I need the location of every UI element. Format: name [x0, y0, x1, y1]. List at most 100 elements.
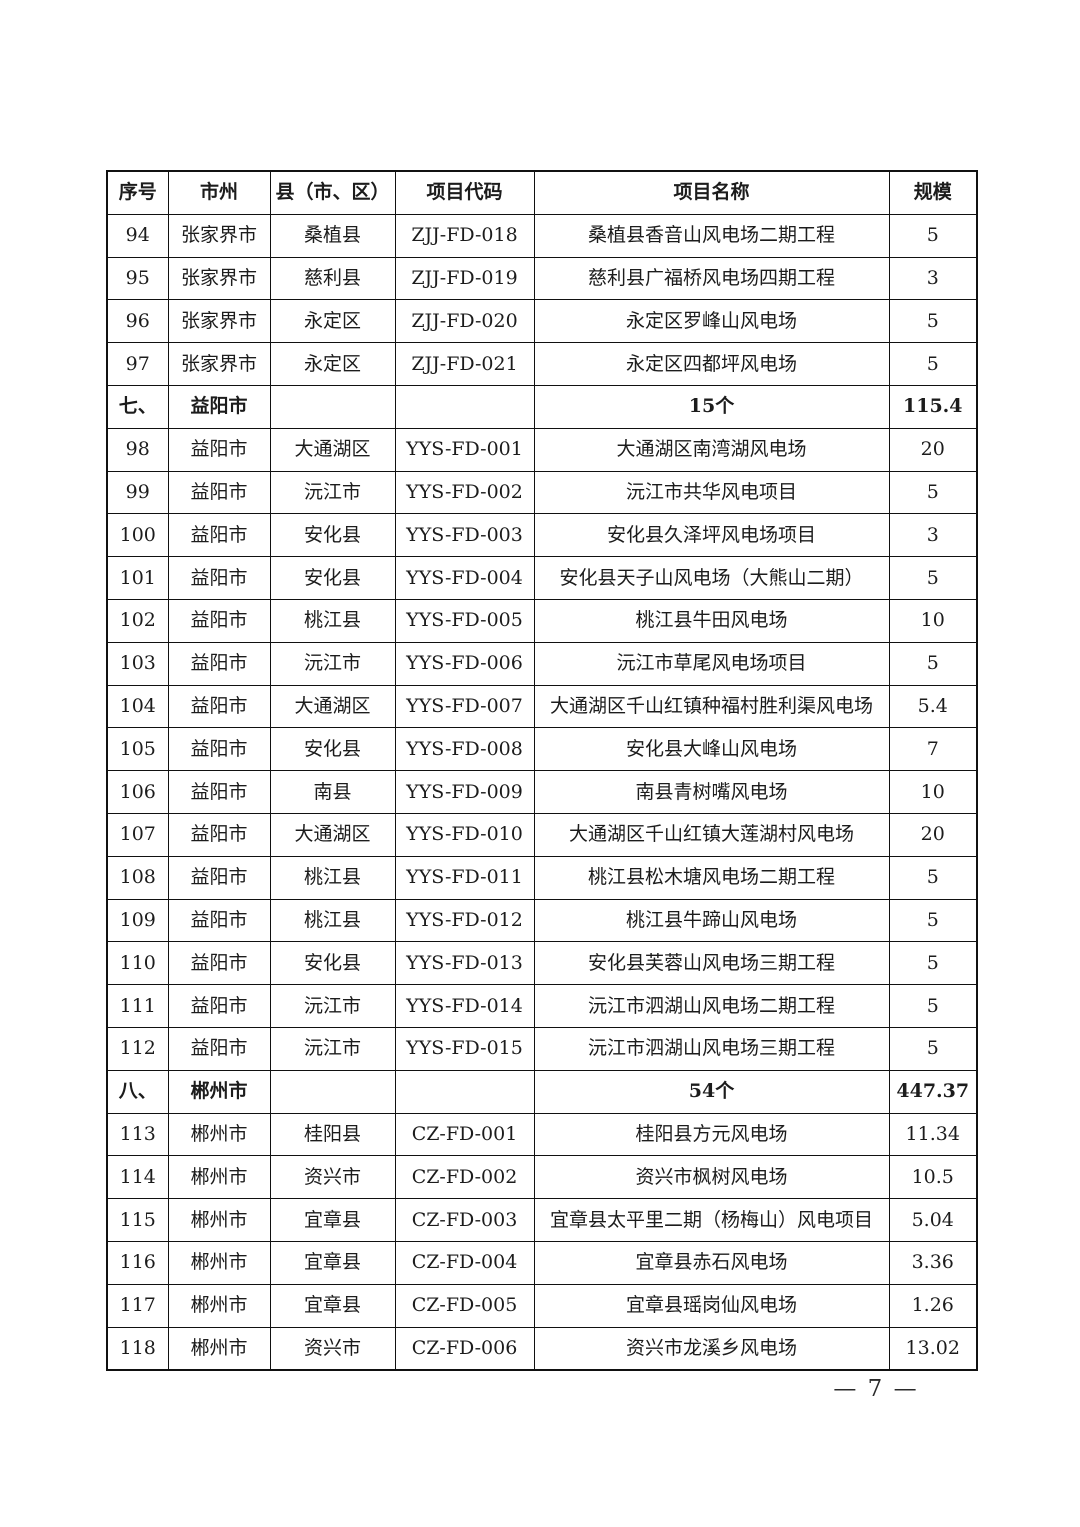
- cell-no: 96: [106, 299, 169, 344]
- cell-no: 106: [106, 770, 169, 814]
- cell-scale: 20: [888, 812, 978, 857]
- cell-city: 益阳市: [167, 470, 271, 515]
- cell-name: 宜章县赤石风电场: [533, 1240, 890, 1285]
- cell-scale: 115.4: [888, 384, 978, 429]
- cell-county: 安化县: [269, 513, 396, 558]
- cell-name: 资兴市枫树风电场: [533, 1155, 890, 1200]
- cell-county: 沅江市: [269, 470, 396, 515]
- table-row: 100 益阳市 安化县 YYS-FD-003 安化县久泽坪风电场项目 3: [106, 513, 978, 558]
- table-row: 98 益阳市 大通湖区 YYS-FD-001 大通湖区南湾湖风电场 20: [106, 427, 978, 472]
- cell-no: 98: [106, 427, 169, 472]
- cell-code: ZJJ-FD-020: [394, 299, 535, 344]
- header-row: 序号 市州 县（市、区） 项目代码 项目名称 规模: [106, 170, 978, 215]
- cell-no: 101: [106, 556, 169, 600]
- cell-county: 沅江市: [269, 984, 396, 1028]
- cell-name: 大通湖区南湾湖风电场: [533, 427, 890, 472]
- table-row: 118 郴州市 资兴市 CZ-FD-006 资兴市龙溪乡风电场 13.02: [106, 1326, 978, 1371]
- cell-city: 张家界市: [167, 342, 271, 386]
- cell-name: 桃江县牛田风电场: [533, 598, 890, 643]
- cell-code: YYS-FD-007: [394, 684, 535, 729]
- cell-code: ZJJ-FD-019: [394, 256, 535, 301]
- table-row: 107 益阳市 大通湖区 YYS-FD-010 大通湖区千山红镇大莲湖村风电场 20: [106, 812, 978, 857]
- section-row: 七、 益阳市 15个 115.4: [106, 384, 978, 429]
- cell-county: [269, 384, 396, 429]
- cell-scale: 13.02: [888, 1326, 978, 1371]
- cell-city: 益阳市: [167, 384, 271, 429]
- cell-county: 永定区: [269, 342, 396, 386]
- cell-code: YYS-FD-004: [394, 556, 535, 600]
- cell-city: 益阳市: [167, 812, 271, 857]
- cell-name: 安化县大峰山风电场: [533, 727, 890, 772]
- cell-county: 安化县: [269, 727, 396, 772]
- cell-name: 安化县久泽坪风电场项目: [533, 513, 890, 558]
- cell-no: 104: [106, 684, 169, 729]
- cell-code: ZJJ-FD-018: [394, 213, 535, 258]
- cell-city: 益阳市: [167, 684, 271, 729]
- table-row: 101 益阳市 安化县 YYS-FD-004 安化县天子山风电场（大熊山二期） 5: [106, 556, 978, 600]
- cell-county: 桃江县: [269, 598, 396, 643]
- cell-no: 109: [106, 898, 169, 943]
- cell-city: 益阳市: [167, 727, 271, 772]
- cell-no: 113: [106, 1112, 169, 1157]
- cell-scale: 3.36: [888, 1240, 978, 1285]
- table-row: 105 益阳市 安化县 YYS-FD-008 安化县大峰山风电场 7: [106, 727, 978, 772]
- cell-city: 益阳市: [167, 984, 271, 1028]
- cell-name: 永定区四都坪风电场: [533, 342, 890, 386]
- cell-scale: 5: [888, 556, 978, 600]
- table-row: 116 郴州市 宜章县 CZ-FD-004 宜章县赤石风电场 3.36: [106, 1240, 978, 1285]
- cell-code: YYS-FD-008: [394, 727, 535, 772]
- cell-scale: 10.5: [888, 1155, 978, 1200]
- cell-county: 桃江县: [269, 898, 396, 943]
- cell-no: 八、: [106, 1069, 169, 1114]
- cell-name: 桃江县松木塘风电场二期工程: [533, 855, 890, 900]
- cell-county: 桂阳县: [269, 1112, 396, 1157]
- cell-code: YYS-FD-006: [394, 641, 535, 686]
- cell-scale: 5: [888, 984, 978, 1028]
- cell-code: CZ-FD-004: [394, 1240, 535, 1285]
- cell-county: 宜章县: [269, 1283, 396, 1328]
- cell-scale: 5: [888, 941, 978, 986]
- cell-county: 宜章县: [269, 1240, 396, 1285]
- cell-name: 宜章县太平里二期（杨梅山）风电项目: [533, 1198, 890, 1242]
- cell-county: 桃江县: [269, 855, 396, 900]
- cell-county: [269, 1069, 396, 1114]
- table-row: 94 张家界市 桑植县 ZJJ-FD-018 桑植县香音山风电场二期工程 5: [106, 213, 978, 258]
- column-header: 序号: [106, 170, 169, 215]
- cell-county: 南县: [269, 770, 396, 814]
- cell-county: 宜章县: [269, 1198, 396, 1242]
- cell-city: 张家界市: [167, 256, 271, 301]
- section-row: 八、 郴州市 54个 447.37: [106, 1069, 978, 1114]
- cell-county: 安化县: [269, 556, 396, 600]
- column-header: 规模: [888, 170, 978, 215]
- cell-scale: 5: [888, 470, 978, 515]
- cell-no: 108: [106, 855, 169, 900]
- cell-no: 95: [106, 256, 169, 301]
- cell-county: 安化县: [269, 941, 396, 986]
- cell-county: 沅江市: [269, 641, 396, 686]
- cell-county: 大通湖区: [269, 812, 396, 857]
- cell-code: CZ-FD-001: [394, 1112, 535, 1157]
- cell-city: 张家界市: [167, 213, 271, 258]
- cell-code: [394, 1069, 535, 1114]
- cell-no: 99: [106, 470, 169, 515]
- cell-no: 115: [106, 1198, 169, 1242]
- cell-no: 110: [106, 941, 169, 986]
- cell-city: 益阳市: [167, 941, 271, 986]
- table-row: 103 益阳市 沅江市 YYS-FD-006 沅江市草尾风电场项目 5: [106, 641, 978, 686]
- cell-no: 116: [106, 1240, 169, 1285]
- cell-county: 资兴市: [269, 1326, 396, 1371]
- cell-no: 100: [106, 513, 169, 558]
- table-row: 104 益阳市 大通湖区 YYS-FD-007 大通湖区千山红镇种福村胜利渠风电场 5.4: [106, 684, 978, 729]
- cell-city: 郴州市: [167, 1198, 271, 1242]
- cell-city: 郴州市: [167, 1283, 271, 1328]
- cell-scale: 5: [888, 898, 978, 943]
- cell-no: 114: [106, 1155, 169, 1200]
- cell-code: YYS-FD-011: [394, 855, 535, 900]
- cell-county: 大通湖区: [269, 427, 396, 472]
- cell-no: 105: [106, 727, 169, 772]
- table-row: 115 郴州市 宜章县 CZ-FD-003 宜章县太平里二期（杨梅山）风电项目 5.04: [106, 1198, 978, 1242]
- table-row: 113 郴州市 桂阳县 CZ-FD-001 桂阳县方元风电场 11.34: [106, 1112, 978, 1157]
- cell-code: YYS-FD-005: [394, 598, 535, 643]
- cell-name: 慈利县广福桥风电场四期工程: [533, 256, 890, 301]
